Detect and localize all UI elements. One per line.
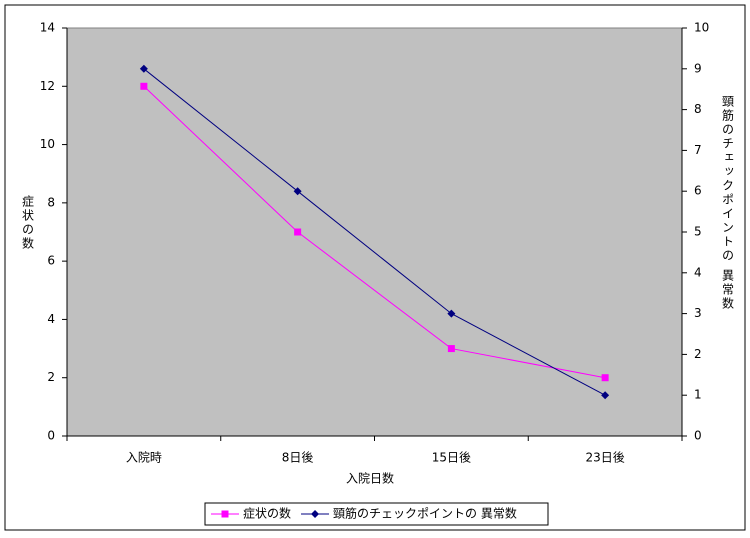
y-tick-label: 2 bbox=[47, 370, 55, 384]
marker bbox=[293, 187, 302, 196]
y2-tick-label: 3 bbox=[694, 306, 702, 320]
marker bbox=[294, 228, 302, 236]
y2-tick-label: 1 bbox=[694, 388, 702, 402]
legend-marker bbox=[221, 510, 229, 518]
series-line bbox=[143, 68, 606, 396]
y2-tick-label: 4 bbox=[694, 265, 702, 279]
x-tick-label: 15日後 bbox=[432, 451, 471, 465]
plot-area bbox=[66, 27, 683, 437]
x-tick-label: 8日後 bbox=[282, 451, 314, 465]
marker bbox=[601, 391, 610, 400]
legend-label: 頸筋のチェックポイントの 異常数 bbox=[333, 506, 517, 521]
marker bbox=[447, 309, 456, 318]
marker bbox=[601, 374, 609, 382]
y2-tick-label: 10 bbox=[694, 21, 709, 35]
x-tick-label: 23日後 bbox=[585, 451, 624, 465]
y2-tick-label: 7 bbox=[694, 143, 702, 157]
y-tick-label: 6 bbox=[47, 254, 55, 268]
series-line bbox=[143, 85, 606, 379]
y-tick-label: 8 bbox=[47, 195, 55, 209]
x-tick-label: 入院時 bbox=[126, 451, 162, 465]
y-tick-label: 0 bbox=[47, 429, 55, 443]
marker bbox=[447, 345, 455, 353]
y-axis-label: 症状の数 bbox=[21, 194, 35, 251]
y2-tick-label: 6 bbox=[694, 184, 702, 198]
y2-tick-label: 0 bbox=[694, 429, 702, 443]
y2-tick-label: 8 bbox=[694, 102, 702, 116]
marker bbox=[140, 82, 148, 90]
y-tick-label: 12 bbox=[40, 79, 55, 93]
x-axis-label: 入院日数 bbox=[346, 471, 394, 486]
legend-box bbox=[204, 502, 549, 526]
y-tick-label: 14 bbox=[40, 21, 55, 35]
y2-axis-label: 頸筋のチェックポイントの 異常数 bbox=[721, 95, 735, 311]
legend-marker bbox=[311, 510, 320, 518]
marker bbox=[139, 64, 148, 73]
y-tick-label: 4 bbox=[47, 312, 55, 326]
y-tick-label: 10 bbox=[40, 137, 55, 151]
legend-label: 症状の数 bbox=[243, 506, 291, 521]
y2-tick-label: 9 bbox=[694, 61, 702, 75]
y2-tick-label: 2 bbox=[694, 347, 702, 361]
y2-tick-label: 5 bbox=[694, 225, 702, 239]
